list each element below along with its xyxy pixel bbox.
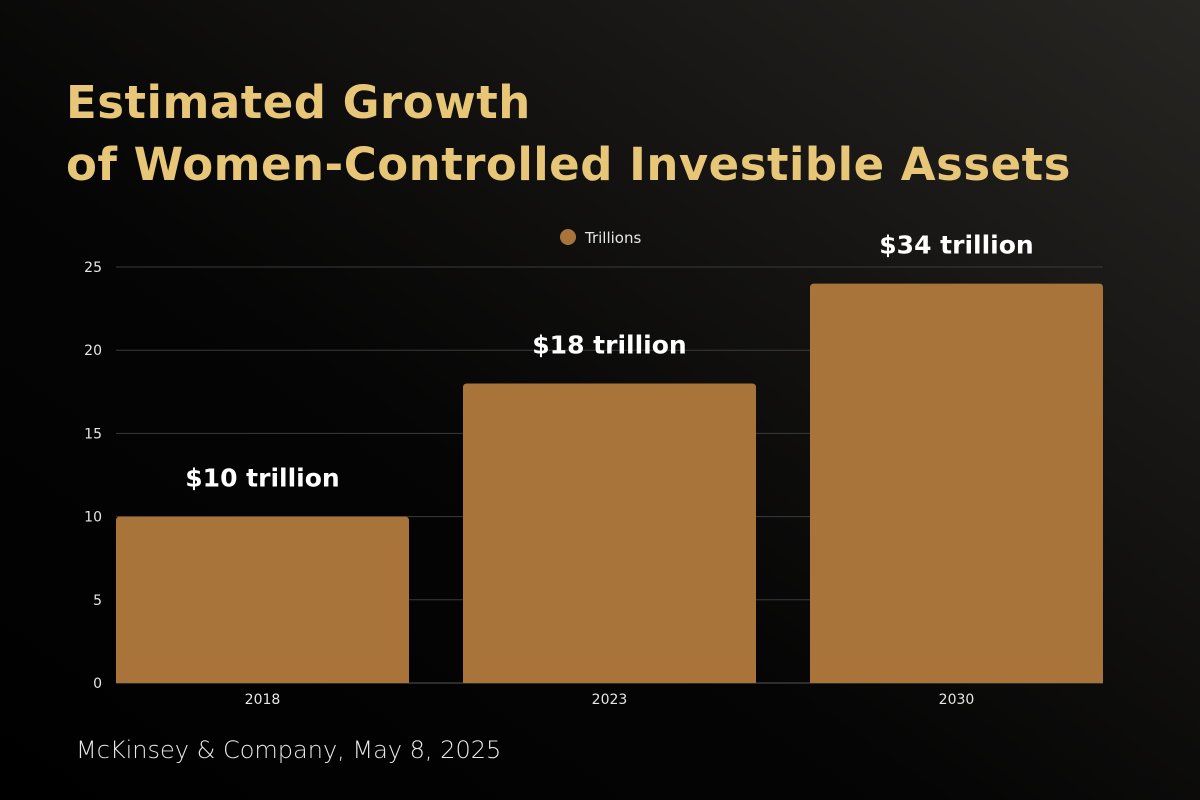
y-tick-label: 15: [84, 426, 102, 442]
x-axis-ticks: 2018 2023 2030: [245, 692, 975, 708]
x-tick-label-2023: 2023: [592, 692, 628, 708]
chart-title-line1: Estimated Growth: [66, 76, 531, 129]
y-axis-ticks: 0 5 10 15 20 25: [84, 260, 102, 692]
bars: [116, 283, 1103, 683]
y-tick-label: 10: [84, 510, 102, 526]
y-tick-label: 0: [93, 676, 102, 692]
data-labels: $10 trillion $18 trillion $34 trillion: [185, 231, 1033, 493]
y-tick-label: 25: [84, 260, 102, 276]
chart-title: Estimated Growth of Women-Controlled Inv…: [66, 72, 1071, 196]
data-label-2030: $34 trillion: [879, 231, 1033, 260]
legend-label-trillions: Trillions: [584, 229, 641, 247]
bar-2018[interactable]: [116, 516, 409, 683]
x-tick-label-2030: 2030: [939, 692, 975, 708]
legend-marker-trillions: [560, 229, 576, 245]
y-tick-label: 20: [84, 343, 102, 359]
data-label-2018: $10 trillion: [185, 464, 339, 493]
bar-2023[interactable]: [463, 383, 756, 683]
legend[interactable]: Trillions: [560, 229, 641, 247]
y-tick-label: 5: [93, 593, 102, 609]
data-label-2023: $18 trillion: [532, 330, 686, 359]
bar-2030[interactable]: [810, 283, 1103, 683]
source-citation: McKinsey & Company, May 8, 2025: [76, 736, 502, 764]
x-tick-label-2018: 2018: [245, 692, 281, 708]
chart-title-line2: of Women-Controlled Investible Assets: [66, 138, 1071, 191]
